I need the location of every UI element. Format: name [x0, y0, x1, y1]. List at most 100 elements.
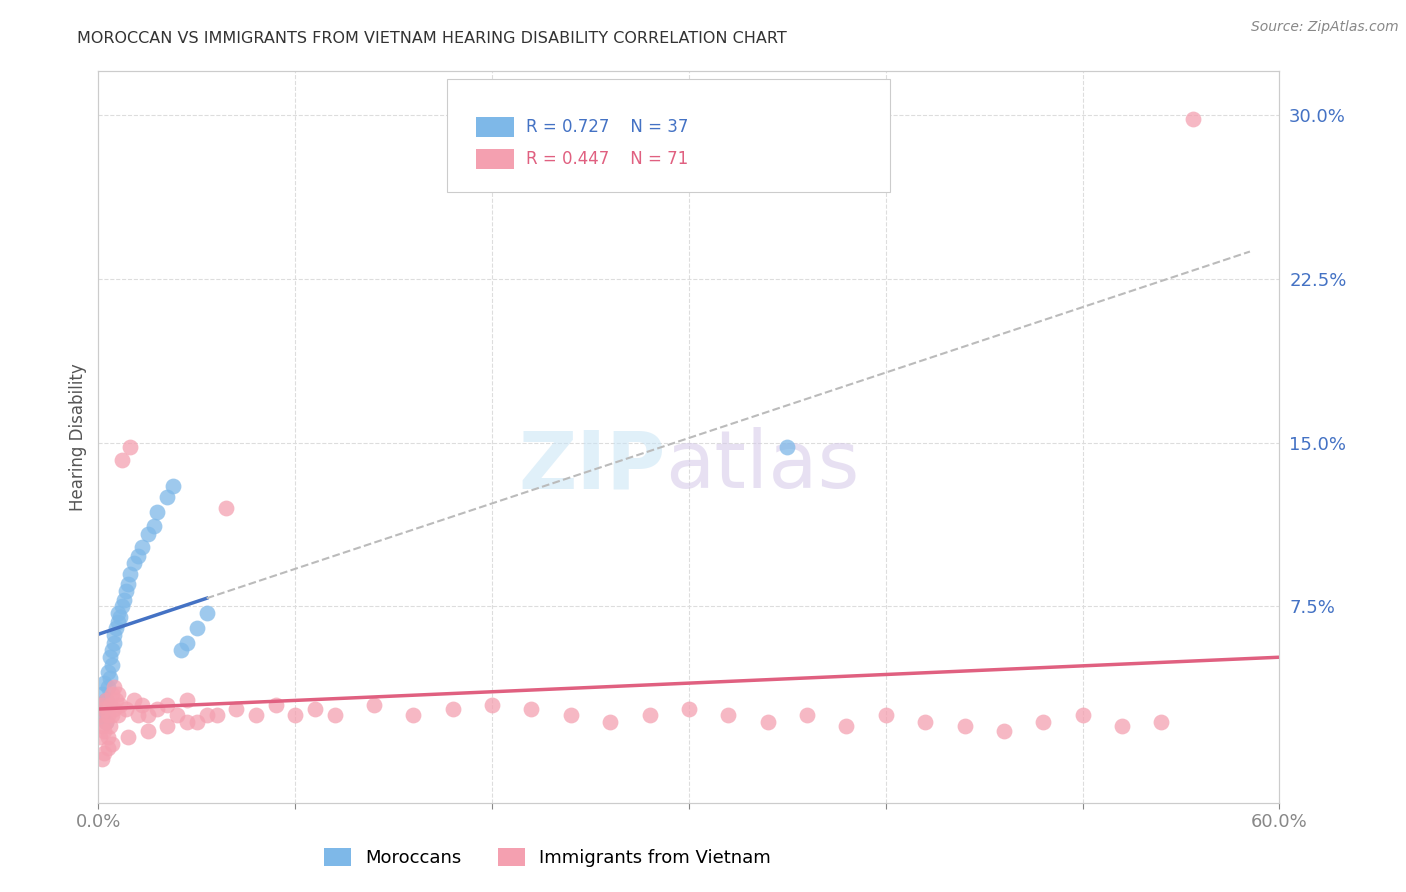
Point [520, 702, 543, 716]
Point [108, 698, 131, 712]
Point [96, 693, 118, 707]
Point [304, 702, 326, 716]
Point [111, 599, 134, 614]
Point [98, 671, 121, 685]
Point [101, 687, 124, 701]
Point [101, 737, 124, 751]
Point [103, 636, 125, 650]
Point [118, 566, 141, 581]
FancyBboxPatch shape [477, 149, 515, 169]
Point [103, 628, 125, 642]
Point [402, 708, 425, 723]
Point [953, 719, 976, 733]
Point [93, 702, 115, 716]
Point [98, 719, 121, 733]
Point [117, 731, 139, 745]
Point [97, 708, 120, 723]
Point [93, 675, 115, 690]
Point [875, 708, 897, 723]
Point [1032, 714, 1054, 729]
Point [363, 698, 385, 712]
Point [91, 698, 114, 712]
Text: atlas: atlas [665, 427, 859, 506]
Point [156, 719, 179, 733]
Point [131, 698, 153, 712]
Point [481, 698, 503, 712]
Point [993, 723, 1015, 738]
Point [103, 702, 125, 716]
FancyBboxPatch shape [447, 78, 890, 192]
Point [127, 549, 149, 563]
Point [717, 708, 740, 723]
Point [107, 606, 129, 620]
Point [156, 490, 179, 504]
Point [176, 636, 198, 650]
Text: MOROCCAN VS IMMIGRANTS FROM VIETNAM HEARING DISABILITY CORRELATION CHART: MOROCCAN VS IMMIGRANTS FROM VIETNAM HEAR… [77, 31, 787, 46]
Point [97, 680, 120, 694]
Text: ZIP: ZIP [517, 427, 665, 506]
Point [170, 643, 193, 657]
Point [186, 621, 208, 635]
Point [776, 440, 799, 454]
Point [131, 541, 153, 555]
Point [111, 453, 134, 467]
Point [122, 693, 145, 707]
Point [107, 687, 129, 701]
Point [89, 731, 111, 745]
Point [162, 479, 184, 493]
Point [136, 708, 159, 723]
Point [560, 708, 582, 723]
Point [835, 719, 858, 733]
Point [101, 658, 124, 673]
Point [215, 501, 238, 516]
Point [1150, 714, 1173, 729]
Point [112, 592, 135, 607]
Point [146, 702, 169, 716]
Point [284, 708, 307, 723]
Point [101, 708, 124, 723]
Point [166, 708, 188, 723]
Point [186, 714, 208, 729]
Point [599, 714, 621, 729]
Point [225, 702, 247, 716]
Point [323, 708, 346, 723]
Point [89, 708, 111, 723]
Y-axis label: Hearing Disability: Hearing Disability [69, 363, 87, 511]
Point [122, 556, 145, 570]
Point [93, 746, 115, 760]
Text: Source: ZipAtlas.com: Source: ZipAtlas.com [1251, 20, 1399, 34]
Point [1071, 708, 1094, 723]
Point [91, 708, 114, 723]
Point [117, 577, 139, 591]
Point [107, 615, 129, 629]
Point [146, 505, 169, 519]
Point [101, 643, 124, 657]
Point [93, 723, 115, 738]
Point [89, 698, 111, 712]
Point [105, 693, 128, 707]
Point [96, 714, 118, 729]
Point [914, 714, 936, 729]
Point [115, 584, 138, 599]
Point [156, 698, 179, 712]
Point [108, 610, 131, 624]
Point [1111, 719, 1133, 733]
Point [107, 708, 129, 723]
Point [638, 708, 661, 723]
Point [97, 665, 120, 679]
Point [96, 714, 118, 729]
Legend: Moroccans, Immigrants from Vietnam: Moroccans, Immigrants from Vietnam [316, 840, 778, 874]
Point [195, 606, 218, 620]
Point [142, 518, 165, 533]
Point [103, 680, 125, 694]
Point [176, 693, 198, 707]
Point [441, 702, 464, 716]
Point [796, 708, 818, 723]
Point [97, 741, 120, 756]
Point [127, 708, 149, 723]
Point [756, 714, 779, 729]
Point [105, 621, 128, 635]
Point [245, 708, 267, 723]
Point [98, 649, 121, 664]
Point [678, 702, 700, 716]
